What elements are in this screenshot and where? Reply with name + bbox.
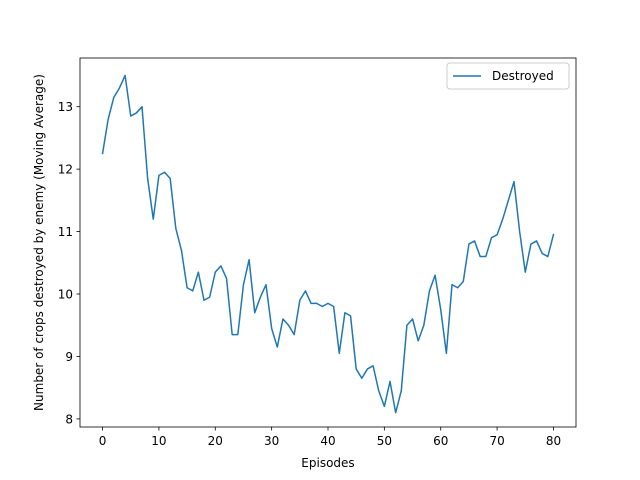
plot-frame [79,57,577,428]
x-axis-ticks: 0 10 20 30 40 50 60 70 80 [99,427,561,448]
x-tick-label: 40 [320,434,335,448]
y-axis-ticks: 8 9 10 11 12 13 [58,100,80,426]
x-tick-label: 0 [99,434,107,448]
x-tick-label: 60 [433,434,448,448]
legend: Destroyed [446,62,570,90]
legend-label-destroyed: Destroyed [492,69,554,83]
x-tick-label: 10 [151,434,166,448]
legend-frame [446,62,570,90]
y-axis-label: Number of crops destroyed by enemy (Movi… [32,74,46,411]
x-axis-label: Episodes [301,456,354,470]
x-tick-label: 70 [489,434,504,448]
series-line-destroyed [101,74,555,414]
plot-area [80,58,576,427]
x-tick-label: 50 [377,434,392,448]
y-tick-label: 9 [65,350,73,364]
y-tick-label: 11 [58,225,73,239]
x-tick-label: 30 [264,434,279,448]
y-tick-label: 12 [58,163,73,177]
x-tick-label: 80 [546,434,561,448]
y-tick-label: 10 [58,288,73,302]
y-tick-label: 13 [58,100,73,114]
y-tick-label: 8 [65,412,73,426]
x-tick-label: 20 [208,434,223,448]
